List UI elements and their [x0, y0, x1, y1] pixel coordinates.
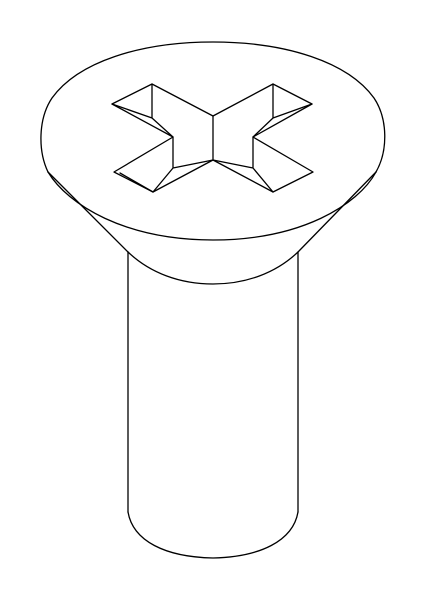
head-rim-front-curve: [47, 171, 377, 241]
head-top-face: [40, 41, 386, 241]
cone-right-edge: [297, 171, 377, 253]
shank: [127, 251, 299, 559]
countersink-cone: [47, 171, 377, 285]
cone-left-edge: [47, 171, 129, 253]
shank-bottom-curve: [127, 511, 299, 559]
cone-bottom-curve: [127, 251, 299, 285]
head-top-outline: [40, 41, 386, 173]
recess-inner-walls: [111, 83, 313, 193]
cross-recess: [111, 83, 314, 193]
